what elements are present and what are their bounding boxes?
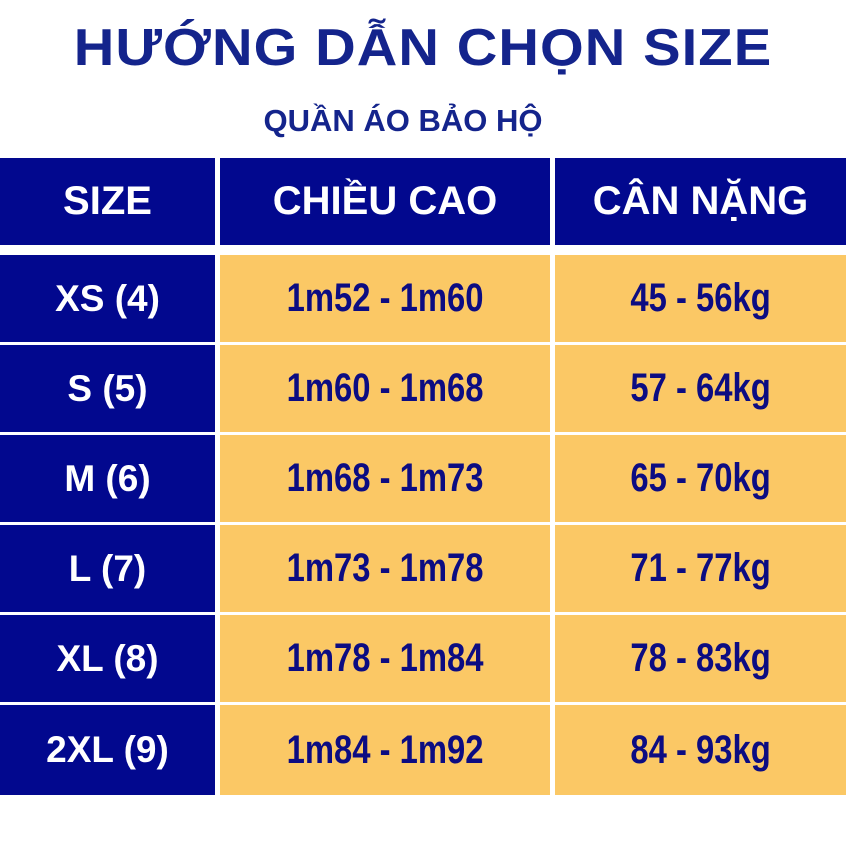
weight-cell-text: 45 - 56kg bbox=[630, 276, 771, 320]
size-cell-text: S (5) bbox=[67, 367, 148, 409]
height-cell: 1m68 - 1m73 bbox=[220, 435, 550, 522]
height-cell: 1m73 - 1m78 bbox=[220, 525, 550, 612]
weight-cell: 45 - 56kg bbox=[555, 255, 846, 342]
weight-cell-text: 65 - 70kg bbox=[630, 456, 771, 500]
size-cell-text: M (6) bbox=[64, 457, 151, 499]
height-cell-text: 1m84 - 1m92 bbox=[286, 727, 484, 772]
weight-cell-text: 71 - 77kg bbox=[630, 546, 771, 590]
weight-cell-text: 84 - 93kg bbox=[630, 727, 771, 772]
size-cell-text: L (7) bbox=[68, 547, 147, 589]
height-cell-text: 1m68 - 1m73 bbox=[286, 456, 484, 500]
weight-cell-text: 57 - 64kg bbox=[630, 366, 771, 410]
height-cell-text: 1m52 - 1m60 bbox=[286, 276, 484, 320]
header-weight: CÂN NẶNG bbox=[555, 158, 846, 245]
header-weight-text: CÂN NẶNG bbox=[592, 179, 809, 223]
weight-cell-text: 78 - 83kg bbox=[630, 636, 771, 680]
weight-cell: 65 - 70kg bbox=[555, 435, 846, 522]
size-cell: 2XL (9) bbox=[0, 705, 215, 795]
weight-cell: 84 - 93kg bbox=[555, 705, 846, 795]
size-cell: XS (4) bbox=[0, 255, 215, 342]
size-cell: M (6) bbox=[0, 435, 215, 522]
height-cell: 1m60 - 1m68 bbox=[220, 345, 550, 432]
height-cell: 1m78 - 1m84 bbox=[220, 615, 550, 702]
size-cell: S (5) bbox=[0, 345, 215, 432]
page-subtitle: QUẦN ÁO BẢO HỘ bbox=[263, 103, 543, 138]
height-cell-text: 1m78 - 1m84 bbox=[286, 636, 484, 680]
header-size: SIZE bbox=[0, 158, 215, 245]
height-cell-text: 1m60 - 1m68 bbox=[286, 366, 484, 410]
size-cell-text: XL (8) bbox=[56, 637, 159, 679]
weight-cell: 71 - 77kg bbox=[555, 525, 846, 612]
header-size-text: SIZE bbox=[63, 179, 152, 223]
size-cell-text: XS (4) bbox=[55, 277, 160, 319]
size-cell: XL (8) bbox=[0, 615, 215, 702]
height-cell: 1m84 - 1m92 bbox=[220, 705, 550, 795]
height-cell: 1m52 - 1m60 bbox=[220, 255, 550, 342]
height-cell-text: 1m73 - 1m78 bbox=[286, 546, 484, 590]
weight-cell: 78 - 83kg bbox=[555, 615, 846, 702]
size-cell: L (7) bbox=[0, 525, 215, 612]
weight-cell: 57 - 64kg bbox=[555, 345, 846, 432]
size-cell-text: 2XL (9) bbox=[46, 729, 169, 770]
header-height-text: CHIỀU CAO bbox=[272, 179, 498, 223]
header-height: CHIỀU CAO bbox=[220, 158, 550, 245]
page-title: HƯỚNG DẪN CHỌN SIZE bbox=[73, 19, 773, 77]
